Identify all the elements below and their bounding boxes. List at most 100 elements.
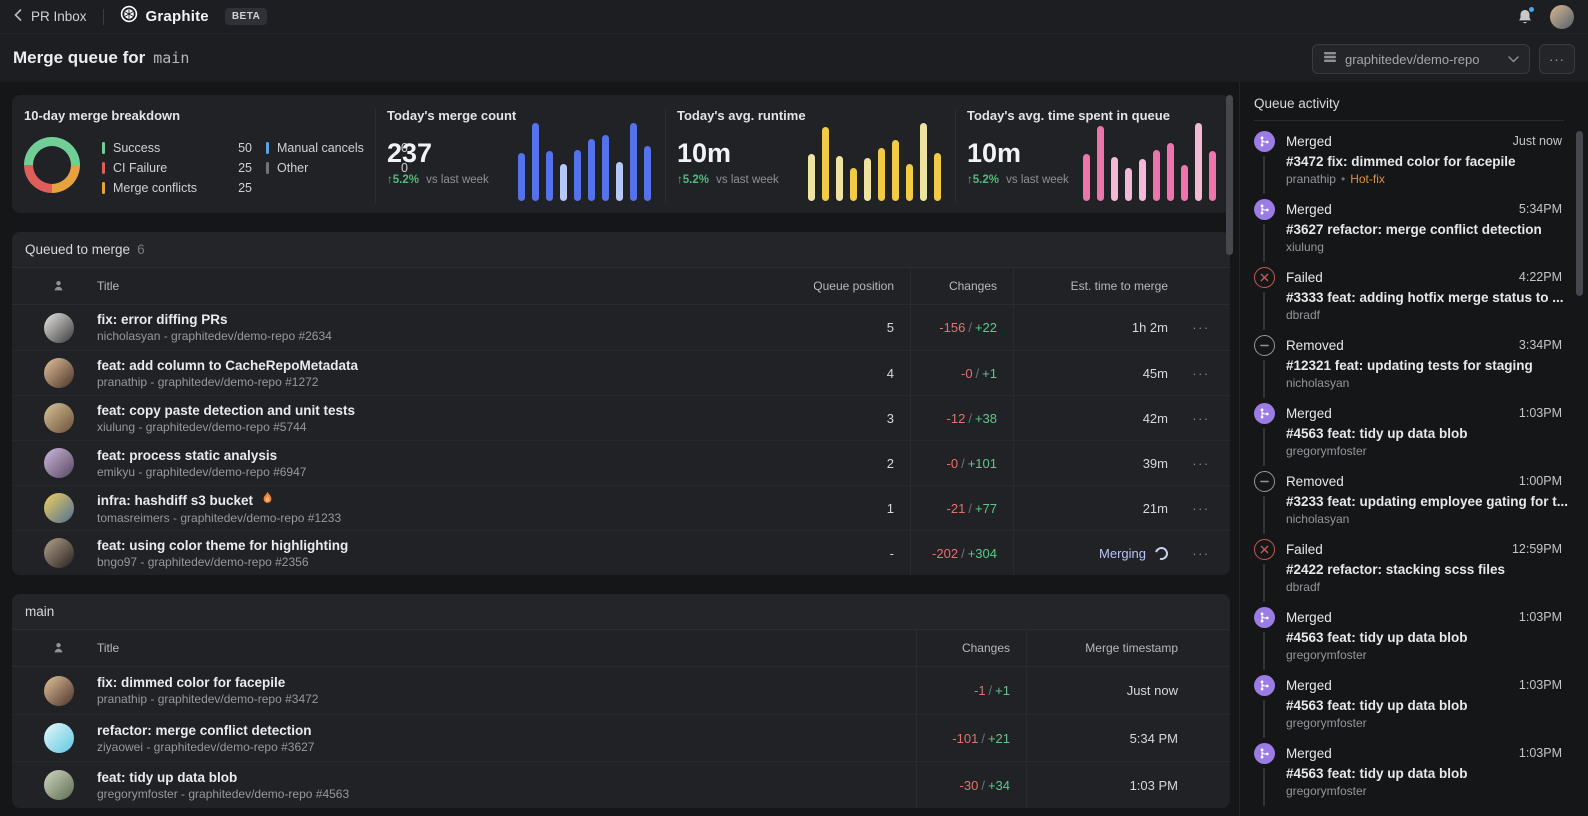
legend-item: Success 50 xyxy=(102,138,252,158)
queued-pr-row[interactable]: feat: process static analysis emikyu - g… xyxy=(12,440,1230,485)
user-avatar[interactable] xyxy=(1550,4,1574,29)
metric-title: Today's avg. runtime xyxy=(677,108,806,123)
avatar xyxy=(44,493,74,523)
queue-activity-item[interactable]: Merged 1:03PM #4563 feat: tidy up data b… xyxy=(1253,742,1588,810)
queue-activity-item[interactable]: Removed 3:34PM #12321 feat: updating tes… xyxy=(1253,334,1588,402)
app-name: Graphite xyxy=(145,8,209,25)
pr-meta: bngo97 - graphitedev/demo-repo #2356 xyxy=(97,554,309,569)
main-column: 10-day merge breakdown Success 50 CI Fai… xyxy=(0,82,1239,816)
mini-bar xyxy=(850,168,857,201)
activity-author: pranathip • Hot-fix xyxy=(1285,172,1385,186)
legend-color-bar xyxy=(102,142,105,154)
legend-item: Other 0 xyxy=(266,158,408,178)
legend-label: Manual cancels xyxy=(277,141,364,155)
queue-activity-item[interactable]: Merged 5:34PM #3627 refactor: merge conf… xyxy=(1253,198,1588,266)
queued-pr-row[interactable]: feat: using color theme for highlighting… xyxy=(12,530,1230,575)
git-merge-icon xyxy=(1260,136,1269,147)
est-time-to-merge: 1h 2m xyxy=(1013,305,1184,350)
header-more-button[interactable]: ··· xyxy=(1539,44,1575,74)
pr-text: feat: using color theme for highlighting… xyxy=(97,537,778,570)
queue-activity-item[interactable]: Merged 1:03PM #4563 feat: tidy up data b… xyxy=(1253,606,1588,674)
avatar xyxy=(44,723,74,753)
activity-time: 5:34PM xyxy=(1518,202,1562,216)
queue-position: 5 xyxy=(886,320,894,335)
activity-time: Just now xyxy=(1512,134,1562,148)
merged-pr-row[interactable]: refactor: merge conflict detection ziyao… xyxy=(12,714,1230,761)
merged-pr-row[interactable]: fix: dimmed color for facepile pranathip… xyxy=(12,667,1230,714)
activity-time: 1:03PM xyxy=(1518,678,1562,692)
activity-time: 4:22PM xyxy=(1518,270,1562,284)
pr-meta: emikyu - graphitedev/demo-repo #6947 xyxy=(97,464,307,479)
row-menu-button[interactable]: ··· xyxy=(1192,500,1210,516)
app-logo[interactable]: Graphite BETA xyxy=(120,5,268,28)
queued-pr-row[interactable]: feat: add column to CacheRepoMetadata pr… xyxy=(12,350,1230,395)
status-icon xyxy=(1253,131,1275,152)
pr-meta: xiulung - graphitedev/demo-repo #5744 xyxy=(97,419,307,434)
queue-activity-item[interactable]: Failed 4:22PM #3333 feat: adding hotfix … xyxy=(1253,266,1588,334)
main-card-header: main xyxy=(12,594,1230,630)
mini-bar xyxy=(602,135,609,201)
main-scrollbar-thumb[interactable] xyxy=(1225,95,1233,255)
queue-activity-item[interactable]: Merged 1:03PM #4563 feat: tidy up data b… xyxy=(1253,674,1588,742)
breakdown-title: 10-day merge breakdown xyxy=(24,108,181,123)
queued-title: Queued to merge xyxy=(25,242,131,257)
avatar xyxy=(44,675,74,706)
row-menu-button[interactable]: ··· xyxy=(1192,455,1210,471)
minus-icon xyxy=(1260,480,1269,483)
main-table-header: Title Changes Merge timestamp xyxy=(12,630,1230,667)
sidebar-title: Queue activity xyxy=(1253,96,1340,111)
activity-status: Merged xyxy=(1285,609,1332,625)
pr-title: feat: using color theme for highlighting xyxy=(97,537,349,553)
merged-pr-row[interactable]: feat: tidy up data blob gregorymfoster -… xyxy=(12,761,1230,808)
col-eta: Est. time to merge xyxy=(1013,268,1184,304)
queue-activity-sidebar: Queue activity Merged Just now #3472 fix… xyxy=(1238,82,1588,816)
legend-color-bar xyxy=(266,162,269,174)
col-changes: Changes xyxy=(916,630,1026,666)
queue-position: - xyxy=(889,545,894,561)
queued-pr-row[interactable]: feat: copy paste detection and unit test… xyxy=(12,395,1230,440)
merge-timestamp: 1:03 PM xyxy=(1026,762,1218,808)
repo-selector-dropdown[interactable]: graphitedev/demo-repo xyxy=(1312,44,1530,74)
legend-item: CI Failure 25 xyxy=(102,158,252,178)
mini-bar xyxy=(1111,157,1118,201)
git-merge-icon xyxy=(1260,748,1269,759)
queue-position: 4 xyxy=(886,365,894,381)
mini-bar xyxy=(616,162,623,201)
col-merge-timestamp: Merge timestamp xyxy=(1026,630,1218,666)
row-menu-button[interactable]: ··· xyxy=(1192,365,1210,381)
changes: -0/+101 xyxy=(910,441,1013,485)
legend-color-bar xyxy=(266,142,269,154)
legend-label: Success xyxy=(113,141,161,155)
git-merge-icon xyxy=(1260,204,1269,215)
back-label: PR Inbox xyxy=(31,9,87,24)
merge-timestamp: 5:34 PM xyxy=(1026,715,1218,761)
row-menu-button[interactable]: ··· xyxy=(1192,320,1210,335)
back-to-pr-inbox-button[interactable]: PR Inbox xyxy=(14,9,87,24)
status-icon xyxy=(1253,607,1275,628)
queue-activity-item[interactable]: Merged Just now #3472 fix: dimmed color … xyxy=(1253,130,1588,198)
top-bar: PR Inbox Graphite BETA xyxy=(0,0,1588,33)
col-title: Title xyxy=(97,641,120,655)
activity-author: nicholasyan xyxy=(1285,512,1350,526)
notifications-bell-icon[interactable] xyxy=(1516,6,1534,26)
sidebar-scrollbar-thumb[interactable] xyxy=(1576,131,1583,296)
queue-activity-item[interactable]: Failed 12:59PM #2422 refactor: stacking … xyxy=(1253,538,1588,606)
mini-bar xyxy=(1153,150,1160,201)
mini-bar xyxy=(934,153,941,201)
activity-time: 12:59PM xyxy=(1511,542,1562,556)
mini-bar xyxy=(588,139,595,201)
queue-activity-item[interactable]: Merged 1:03PM #4563 feat: tidy up data b… xyxy=(1253,402,1588,470)
queue-activity-item[interactable]: Removed 1:00PM #3233 feat: updating empl… xyxy=(1253,470,1588,538)
activity-status: Failed xyxy=(1285,269,1323,285)
activity-pr-title: #4563 feat: tidy up data blob xyxy=(1285,426,1468,441)
pr-meta: tomasreimers - graphitedev/demo-repo #12… xyxy=(97,510,342,525)
legend-value: 25 xyxy=(238,161,252,175)
metric-section-0: Today's merge count 237 ↑5.2% vs last we… xyxy=(375,95,665,213)
queued-pr-row[interactable]: infra: hashdiff s3 bucket tomasreimers -… xyxy=(12,485,1230,530)
row-menu-button[interactable]: ··· xyxy=(1192,545,1210,561)
activity-author: gregorymfoster xyxy=(1285,648,1367,662)
row-menu-button[interactable]: ··· xyxy=(1192,410,1210,426)
queued-pr-row[interactable]: fix: error diffing PRs nicholasyan - gra… xyxy=(12,305,1230,350)
activity-author: gregorymfoster xyxy=(1285,444,1367,458)
activity-author: xiulung xyxy=(1285,240,1324,254)
